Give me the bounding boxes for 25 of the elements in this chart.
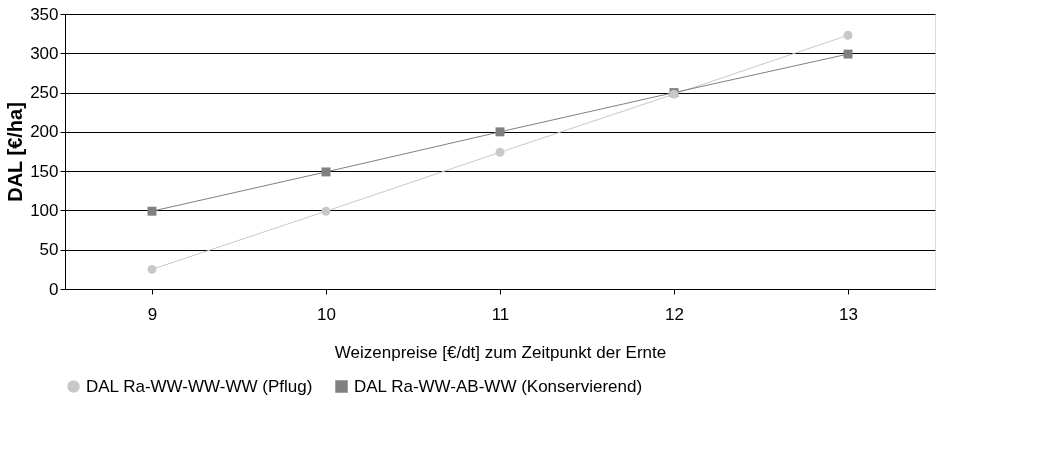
y-tick-label: 350 [30,4,59,24]
point [321,206,331,216]
point [843,49,853,59]
legend-label: DAL Ra-WW-AB-WW (Konservierend) [354,376,643,396]
y-tick-label: 0 [49,279,59,299]
x-tick-label: 9 [147,304,158,324]
point [147,206,157,216]
y-tick-label: 150 [30,161,59,181]
y-tick-label: 250 [30,83,59,103]
y-tick-label: 300 [30,43,59,63]
x-tick-label: 13 [839,304,858,324]
legend-label: DAL Ra-WW-WW-WW (Pflug) [86,376,313,396]
y-axis-title: DAL [€/ha] [4,102,27,202]
point [321,167,331,177]
point [843,30,853,40]
y-tick-label: 50 [39,240,59,260]
point [147,264,157,274]
x-axis-title: Weizenpreise [€/dt] zum Zeitpunkt der Ernte [334,342,667,362]
x-tick-label: 10 [317,304,336,324]
x-tick-label: 11 [491,304,510,324]
y-tick-label: 200 [30,122,59,142]
point [495,127,505,137]
point [495,147,505,157]
y-tick-label: 100 [30,200,59,220]
x-tick-label: 12 [665,304,684,324]
